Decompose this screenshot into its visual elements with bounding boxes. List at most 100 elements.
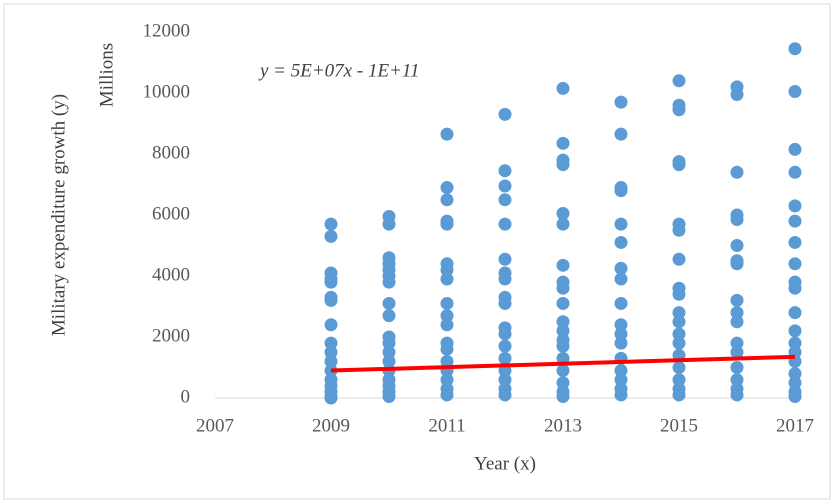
point bbox=[382, 217, 396, 231]
point bbox=[440, 127, 454, 141]
point bbox=[730, 336, 744, 350]
point bbox=[788, 214, 802, 228]
point bbox=[556, 81, 570, 95]
point bbox=[730, 315, 744, 329]
point bbox=[498, 164, 512, 178]
point bbox=[730, 213, 744, 227]
point bbox=[498, 107, 512, 121]
point bbox=[498, 193, 512, 207]
point bbox=[672, 306, 686, 320]
point bbox=[556, 136, 570, 150]
point bbox=[556, 376, 570, 390]
point bbox=[556, 206, 570, 220]
point bbox=[614, 296, 628, 310]
point bbox=[614, 373, 628, 387]
point bbox=[498, 373, 512, 387]
point bbox=[730, 257, 744, 271]
point bbox=[788, 324, 802, 338]
point bbox=[672, 158, 686, 172]
point bbox=[672, 327, 686, 341]
point bbox=[788, 257, 802, 271]
y-tick-label: 6000 bbox=[152, 203, 190, 224]
point bbox=[440, 272, 454, 286]
y-tick-label: 12000 bbox=[143, 20, 191, 41]
point bbox=[788, 165, 802, 179]
point bbox=[440, 309, 454, 323]
point bbox=[788, 376, 802, 390]
point bbox=[324, 391, 338, 405]
point bbox=[440, 296, 454, 310]
point bbox=[614, 235, 628, 249]
point bbox=[788, 336, 802, 350]
point bbox=[614, 217, 628, 231]
point bbox=[440, 263, 454, 277]
point bbox=[498, 296, 512, 310]
point bbox=[498, 217, 512, 231]
trend-equation: y = 5E+07x - 1E+11 bbox=[258, 60, 419, 81]
point bbox=[498, 339, 512, 353]
point bbox=[440, 354, 454, 368]
point bbox=[556, 258, 570, 272]
y-tick-label: 10000 bbox=[143, 81, 191, 102]
point bbox=[498, 327, 512, 341]
point bbox=[672, 336, 686, 350]
point bbox=[730, 345, 744, 359]
point bbox=[440, 217, 454, 231]
point bbox=[788, 235, 802, 249]
y-tick-label: 4000 bbox=[152, 264, 190, 285]
point bbox=[440, 388, 454, 402]
point bbox=[440, 181, 454, 195]
y-unit-label: Millions bbox=[96, 43, 117, 107]
point bbox=[730, 388, 744, 402]
point bbox=[614, 272, 628, 286]
point bbox=[614, 127, 628, 141]
point bbox=[324, 345, 338, 359]
point bbox=[672, 252, 686, 266]
point bbox=[382, 336, 396, 350]
trendline bbox=[330, 354, 796, 373]
x-tick-label: 2009 bbox=[312, 415, 350, 436]
point bbox=[672, 315, 686, 329]
point bbox=[672, 74, 686, 88]
point bbox=[382, 354, 396, 368]
point bbox=[556, 296, 570, 310]
point bbox=[324, 336, 338, 350]
point bbox=[730, 239, 744, 252]
point bbox=[730, 165, 744, 179]
point bbox=[556, 389, 570, 403]
point bbox=[788, 281, 802, 295]
point bbox=[672, 223, 686, 237]
point bbox=[788, 199, 802, 213]
point bbox=[382, 296, 396, 310]
point bbox=[672, 287, 686, 301]
point bbox=[556, 324, 570, 338]
point bbox=[672, 361, 686, 374]
point bbox=[614, 318, 628, 332]
point bbox=[614, 388, 628, 402]
point bbox=[614, 95, 628, 109]
point bbox=[788, 84, 802, 98]
point bbox=[730, 88, 744, 102]
point bbox=[324, 293, 338, 307]
point bbox=[324, 275, 338, 289]
point bbox=[440, 342, 454, 356]
point bbox=[788, 42, 802, 56]
point bbox=[498, 179, 512, 193]
x-tick-label: 2007 bbox=[196, 415, 234, 436]
point bbox=[324, 318, 338, 332]
point bbox=[614, 336, 628, 350]
point bbox=[498, 351, 512, 365]
point bbox=[440, 373, 454, 387]
point bbox=[788, 389, 802, 403]
point bbox=[324, 229, 338, 243]
point bbox=[556, 281, 570, 295]
point bbox=[556, 364, 570, 378]
point bbox=[788, 306, 802, 320]
point bbox=[440, 318, 454, 332]
chart-border bbox=[3, 3, 831, 500]
point bbox=[556, 217, 570, 231]
y-tick-label: 0 bbox=[181, 386, 191, 407]
point bbox=[730, 373, 744, 387]
x-tick-label: 2015 bbox=[660, 415, 698, 436]
